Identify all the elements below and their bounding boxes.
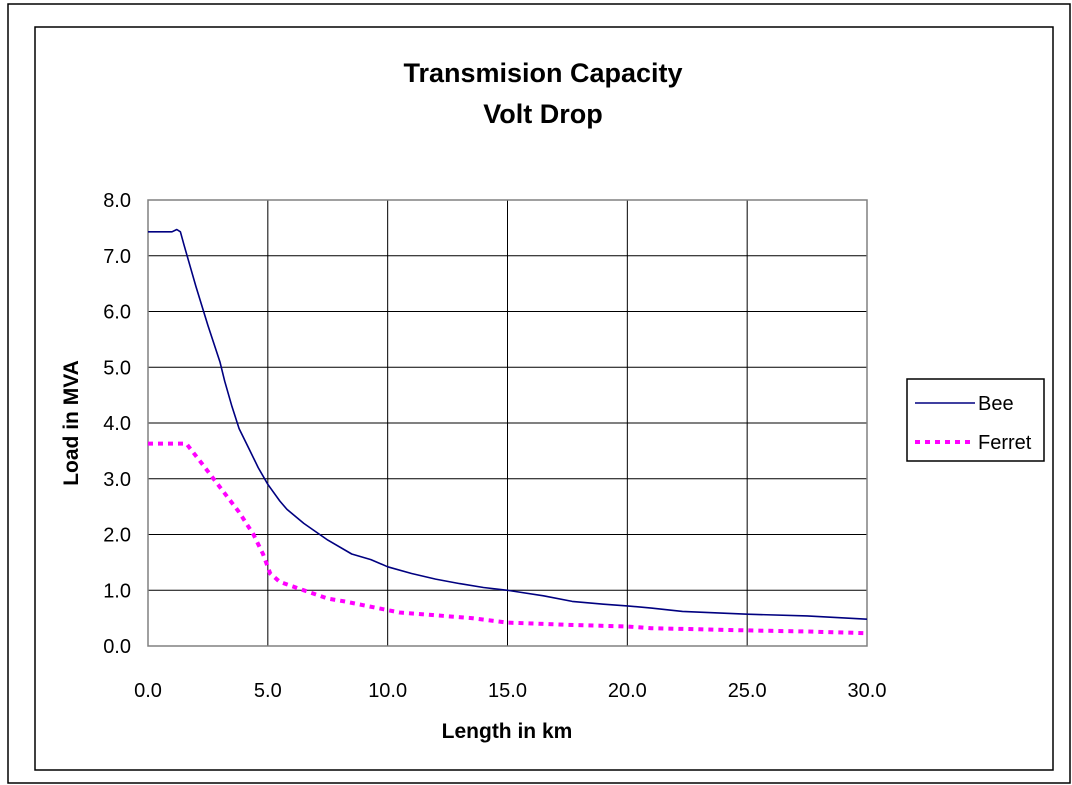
y-axis-ticks: 0.0 1.0 2.0 3.0 4.0 5.0 6.0 7.0 8.0 xyxy=(103,190,131,658)
y-tick-label: 4.0 xyxy=(103,413,131,435)
legend-box xyxy=(906,378,1045,462)
chart-area-border xyxy=(34,26,1054,771)
x-tick-label: 20.0 xyxy=(608,680,647,702)
x-tick-label: 15.0 xyxy=(488,680,527,702)
series-line-ferret xyxy=(148,441,868,636)
y-tick-label: 2.0 xyxy=(103,525,131,547)
x-axis-label: Length in km xyxy=(442,720,573,743)
x-tick-label: 30.0 xyxy=(848,680,887,702)
chart-title-line-2: Volt Drop xyxy=(483,99,602,129)
y-tick-label: 7.0 xyxy=(103,246,131,268)
x-tick-label: 25.0 xyxy=(728,680,767,702)
y-tick-label: 1.0 xyxy=(103,580,131,602)
legend: Bee Ferret xyxy=(906,378,1045,462)
chart-title-line-1: Transmision Capacity xyxy=(403,58,682,88)
legend-label-bee: Bee xyxy=(978,393,1014,415)
y-tick-label: 8.0 xyxy=(103,190,131,212)
series-line-bee xyxy=(148,228,868,620)
y-tick-label: 0.0 xyxy=(103,636,131,658)
y-tick-label: 5.0 xyxy=(103,357,131,379)
y-axis-label: Load in MVA xyxy=(60,360,83,486)
x-tick-label: 0.0 xyxy=(134,680,162,702)
plot-area-border xyxy=(147,199,868,647)
y-tick-label: 3.0 xyxy=(103,469,131,491)
x-axis-ticks: 0.0 5.0 10.0 15.0 20.0 25.0 30.0 xyxy=(134,680,886,702)
y-tick-label: 6.0 xyxy=(103,302,131,324)
legend-label-ferret: Ferret xyxy=(978,432,1032,454)
x-tick-label: 5.0 xyxy=(254,680,282,702)
series-layer xyxy=(148,228,868,636)
x-tick-label: 10.0 xyxy=(368,680,407,702)
